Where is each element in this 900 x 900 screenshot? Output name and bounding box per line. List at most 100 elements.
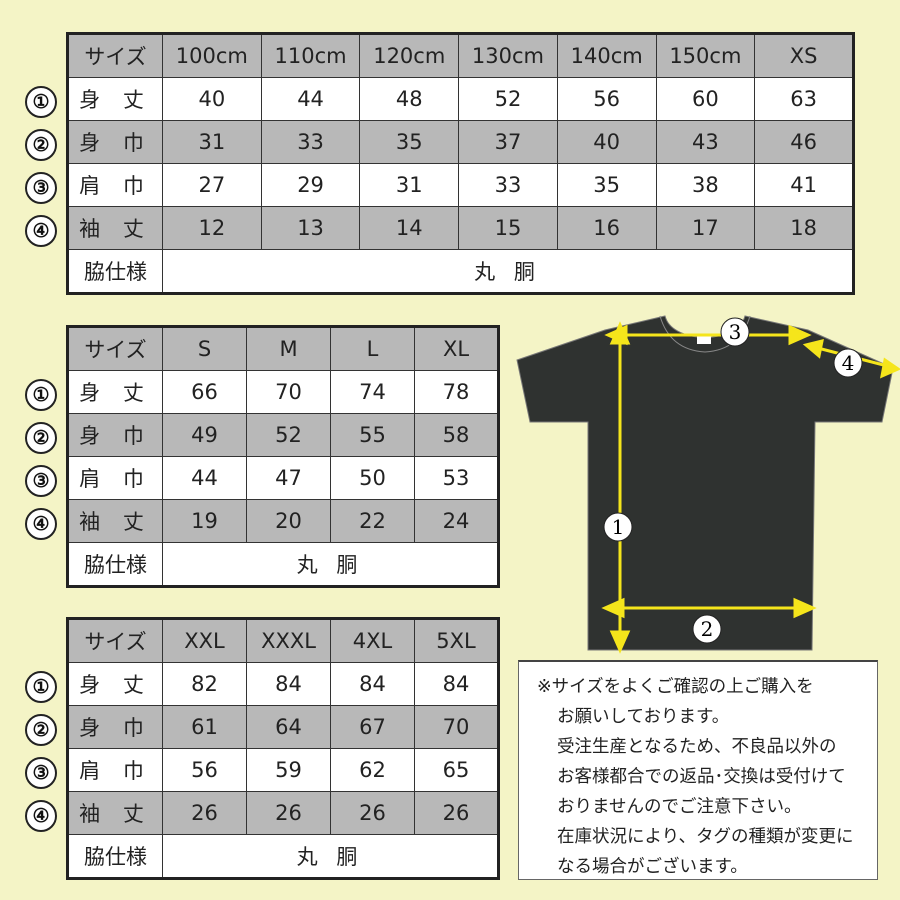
side-value: 丸 胴 (162, 249, 854, 294)
table-cell: 70 (246, 370, 331, 414)
table-cell: 44 (260, 77, 361, 121)
table-cell: 33 (458, 163, 558, 207)
table-cell: 44 (162, 456, 247, 500)
table-cell: 56 (556, 77, 657, 121)
table-cell: 38 (655, 163, 756, 207)
table-cell: 84 (414, 662, 499, 706)
row-label: 身 巾 (67, 705, 163, 749)
table-cell: 31 (162, 120, 262, 164)
row-label: 肩 巾 (67, 163, 163, 207)
size-table-2: サイズ S M L XL 身 丈 66 70 74 78 身 巾 49 52 55 58 肩 巾 44 47 50 5… (66, 325, 500, 588)
notice-line: 在庫状況により、タグの種類が変更に (557, 827, 854, 847)
table-row: 袖 丈 26 26 26 26 (67, 791, 499, 835)
table-cell: 41 (754, 163, 854, 207)
arrow-head (609, 630, 631, 654)
table-cell: 12 (162, 206, 262, 250)
header-row: サイズ S M L XL (67, 326, 499, 371)
table-cell: 55 (330, 413, 415, 457)
table-cell: 46 (754, 120, 854, 164)
row-marker-2: ② (25, 129, 57, 161)
size-header: M (246, 326, 331, 371)
side-value: 丸 胴 (162, 542, 499, 587)
table-cell: 52 (458, 77, 558, 121)
table-row: 身 巾 31 33 35 37 40 43 46 (67, 120, 854, 164)
size-header: 120cm (359, 33, 460, 78)
notice-line: お願いしております。 (557, 707, 730, 727)
diagram-marker-4: 4 (842, 351, 855, 375)
size-header: XXL (162, 618, 247, 663)
size-table-1: サイズ 100cm 110cm 120cm 130cm 140cm 150cm XS 身 丈 40… (66, 32, 855, 295)
table-cell: 17 (655, 206, 756, 250)
row-marker-1: ① (25, 379, 57, 411)
row-marker-1: ① (25, 671, 57, 703)
size-label: サイズ (67, 33, 163, 78)
size-header: XXXL (246, 618, 331, 663)
row-marker-4: ④ (25, 508, 57, 540)
size-header: 140cm (556, 33, 657, 78)
row-label: 肩 巾 (67, 748, 163, 792)
row-marker-3: ③ (25, 172, 57, 204)
table-row: 肩 巾 27 29 31 33 35 38 41 (67, 163, 854, 207)
header-row: サイズ XXL XXXL 4XL 5XL (67, 618, 499, 663)
row-label: 身 巾 (67, 413, 163, 457)
table-cell: 56 (162, 748, 247, 792)
table-cell: 13 (260, 206, 361, 250)
size-label: サイズ (67, 618, 163, 663)
row-label: 袖 丈 (67, 791, 163, 835)
table-cell: 53 (414, 456, 499, 500)
table-row: 肩 巾 56 59 62 65 (67, 748, 499, 792)
table-cell: 37 (458, 120, 558, 164)
row-marker-3: ③ (25, 465, 57, 497)
arrow-head (604, 324, 628, 346)
arrow-head (802, 338, 824, 359)
size-header: 100cm (162, 33, 262, 78)
size-header: 4XL (330, 618, 415, 663)
table-cell: 33 (260, 120, 361, 164)
row-label: 身 丈 (67, 370, 163, 414)
diagram-marker-2: 2 (701, 617, 714, 641)
table-cell: 43 (655, 120, 756, 164)
row-label: 身 丈 (67, 77, 163, 121)
table-cell: 26 (414, 791, 499, 835)
row-label: 脇仕様 (67, 249, 163, 294)
tshirt-diagram: 1 2 3 4 (516, 315, 900, 654)
header-row: サイズ 100cm 110cm 120cm 130cm 140cm 150cm XS (67, 33, 854, 78)
row-label: 脇仕様 (67, 834, 163, 879)
size-header: S (162, 326, 247, 371)
arrow-head (793, 597, 817, 619)
tag-icon (697, 336, 711, 344)
table-cell: 19 (162, 499, 247, 543)
table-row: 身 巾 49 52 55 58 (67, 413, 499, 457)
table-cell: 22 (330, 499, 415, 543)
row-label: 身 巾 (67, 120, 163, 164)
table-cell: 61 (162, 705, 247, 749)
notice-line: お客様都合での返品･交換は受付けて (557, 767, 846, 787)
table-row: 身 丈 66 70 74 78 (67, 370, 499, 414)
table-cell: 26 (330, 791, 415, 835)
table-cell: 20 (246, 499, 331, 543)
arrow-head (601, 597, 625, 619)
table-cell: 48 (359, 77, 460, 121)
table-cell: 78 (414, 370, 499, 414)
notice-line: 受注生産となるため、不良品以外の (557, 737, 837, 757)
table-row: 身 巾 61 64 67 70 (67, 705, 499, 749)
table-cell: 62 (330, 748, 415, 792)
table-row: 肩 巾 44 47 50 53 (67, 456, 499, 500)
table-cell: 31 (359, 163, 460, 207)
side-row: 脇仕様丸 胴 (67, 834, 499, 879)
side-value: 丸 胴 (162, 834, 499, 879)
table-cell: 66 (162, 370, 247, 414)
table-cell: 14 (359, 206, 460, 250)
size-label: サイズ (67, 326, 163, 371)
table-cell: 70 (414, 705, 499, 749)
table-cell: 16 (556, 206, 657, 250)
row-marker-4: ④ (25, 800, 57, 832)
table-cell: 47 (246, 456, 331, 500)
notice-line: おりませんのでご注意下さい。 (557, 797, 802, 817)
row-marker-2: ② (25, 714, 57, 746)
table-cell: 82 (162, 662, 247, 706)
table-cell: 59 (246, 748, 331, 792)
size-header: 110cm (260, 33, 361, 78)
table-cell: 35 (359, 120, 460, 164)
table-cell: 27 (162, 163, 262, 207)
